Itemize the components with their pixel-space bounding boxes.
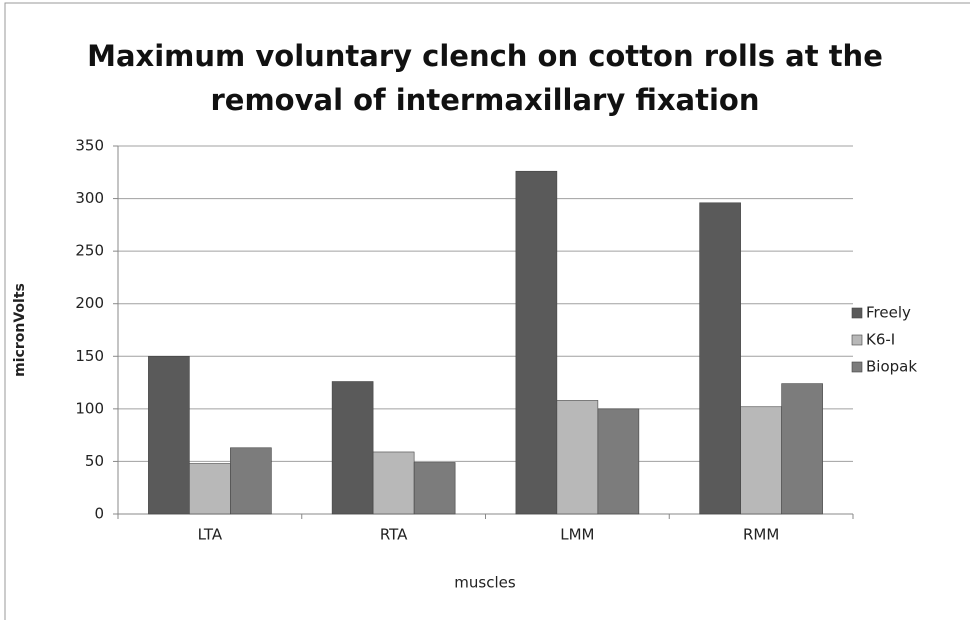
y-tick-label: 200 [75,294,104,312]
bar [413,462,456,515]
bar [148,355,190,515]
y-tick-label: 350 [75,137,104,155]
bar [556,400,599,515]
bar [331,381,374,515]
bar [230,447,272,515]
x-tick-label: RMM [743,526,779,544]
y-axis-label: micronVolts [12,283,28,377]
x-axis-label: muscles [454,574,516,592]
legend-label: Biopak [866,358,917,376]
legend-label: K6-I [866,331,895,349]
y-tick-label: 150 [75,347,104,365]
y-tick-label: 100 [75,399,104,417]
chart-title: Maximum voluntary clench on cotton rolls… [87,39,883,117]
bar [189,463,231,515]
legend-swatch [851,334,863,346]
legend-swatch [851,361,863,373]
x-tick-label: LTA [198,526,223,544]
x-tick-label: LMM [560,526,594,544]
bar [597,408,640,515]
y-tick-label: 50 [85,452,104,470]
bar [740,406,782,515]
bar [515,170,558,515]
bar [699,202,741,515]
bar [781,383,823,515]
chart-border [4,2,970,620]
y-tick-label: 300 [75,189,104,207]
legend-swatch [851,307,863,319]
y-tick-label: 250 [75,242,104,260]
x-tick-label: RTA [380,526,408,544]
y-tick-label: 0 [94,505,104,523]
legend-label: Freely [866,304,911,322]
bar [372,451,415,515]
